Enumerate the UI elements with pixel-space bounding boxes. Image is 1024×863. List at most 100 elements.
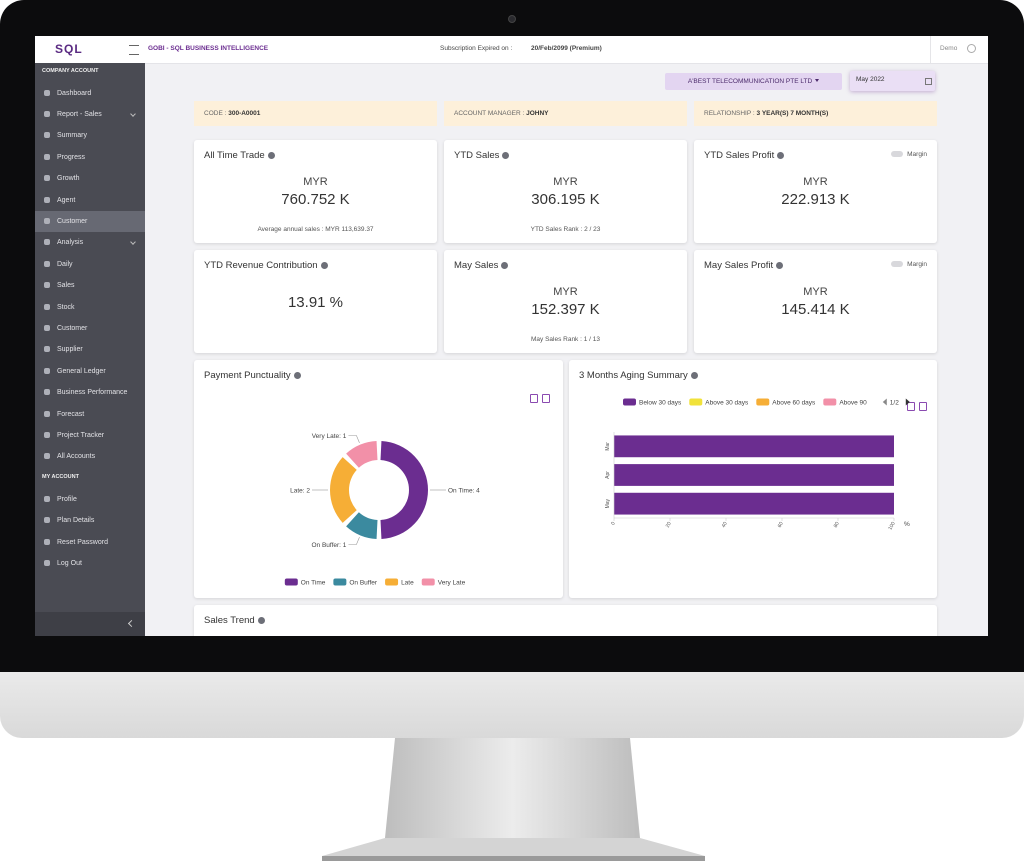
- sidebar-label: Dashboard: [57, 89, 92, 97]
- collapse-button[interactable]: [35, 612, 145, 636]
- info-icon[interactable]: [776, 262, 784, 269]
- kpi-value: 145.414 K: [781, 301, 850, 318]
- info-icon[interactable]: [320, 262, 328, 269]
- x-tick-label: 100: [887, 521, 896, 531]
- sidebar-item[interactable]: Log Out: [35, 553, 145, 574]
- info-icon[interactable]: [293, 372, 301, 379]
- info-icon[interactable]: [501, 262, 509, 269]
- download-icon[interactable]: [530, 394, 538, 403]
- legend-next[interactable]: [905, 398, 910, 406]
- kpi-note: May Sales Rank : 1 / 13: [530, 336, 600, 343]
- currency: MYR: [803, 286, 828, 298]
- subscription-value: 20/Feb/2099 (Premium): [531, 45, 602, 52]
- sidebar-item[interactable]: Summary: [35, 125, 145, 146]
- company-dropdown[interactable]: A'BEST TELECOMMUNICATION PTE LTD: [665, 73, 842, 90]
- date-picker[interactable]: May 2022: [850, 71, 935, 91]
- sidebar-item[interactable]: Progress: [35, 147, 145, 168]
- margin-toggle[interactable]: Margin: [891, 261, 927, 268]
- sidebar-item[interactable]: Growth: [35, 168, 145, 189]
- sidebar-item[interactable]: Daily: [35, 254, 145, 275]
- logo[interactable]: SQL: [55, 42, 83, 56]
- pie-slice: [346, 441, 378, 468]
- sidebar-item[interactable]: Analysis: [35, 232, 145, 253]
- legend-swatch: [333, 578, 347, 586]
- sidebar-item[interactable]: Sales: [35, 275, 145, 296]
- menu-button[interactable]: [129, 45, 139, 55]
- sidebar-item[interactable]: Customer: [35, 318, 145, 339]
- sidebar-item[interactable]: Forecast: [35, 404, 145, 425]
- sidebar-icon: [44, 239, 50, 246]
- sidebar-item[interactable]: Profile: [35, 489, 145, 510]
- bar: [614, 464, 894, 486]
- info-icon[interactable]: [257, 617, 265, 624]
- sidebar-item[interactable]: Stock: [35, 297, 145, 318]
- info-box: CODE : 300-A0001: [194, 101, 437, 126]
- legend-swatch: [756, 398, 770, 406]
- kpi-value: 222.913 K: [781, 191, 850, 208]
- company-name: A'BEST TELECOMMUNICATION PTE LTD: [687, 78, 813, 85]
- kpi-value: 760.752 K: [281, 191, 350, 208]
- card-title-text: May Sales Profit: [704, 260, 774, 271]
- toggle-switch[interactable]: [891, 261, 904, 267]
- chart-title: Sales Trend: [204, 615, 255, 626]
- info-icon[interactable]: [267, 152, 275, 159]
- download-icon[interactable]: [907, 402, 915, 411]
- card-title-text: YTD Sales Profit: [704, 150, 775, 161]
- x-tick-label: 60: [777, 521, 785, 529]
- app-name[interactable]: GOBI - SQL BUSINESS INTELLIGENCE: [148, 45, 269, 52]
- info-text: CODE : 300-A0001: [204, 110, 260, 117]
- info-icon[interactable]: [777, 152, 785, 159]
- export-icon[interactable]: [919, 402, 927, 411]
- export-icon[interactable]: [542, 394, 550, 403]
- sidebar-item[interactable]: Dashboard: [35, 83, 145, 104]
- sidebar-label: All Accounts: [57, 453, 96, 461]
- sidebar-item[interactable]: Plan Details: [35, 510, 145, 531]
- info-label: ACCOUNT MANAGER :: [454, 110, 525, 117]
- monitor-chin: [0, 672, 1024, 738]
- info-icon[interactable]: [502, 152, 510, 159]
- x-tick-label: 40: [721, 521, 729, 529]
- data-label: On Time: 4: [448, 487, 480, 494]
- legend-swatch: [284, 578, 298, 586]
- sidebar-label: Progress: [57, 153, 86, 161]
- sidebar-item[interactable]: Customer: [35, 210, 145, 232]
- kpi-card: YTD Revenue Contribution 13.91 %: [194, 250, 437, 353]
- sidebar-item[interactable]: Supplier: [35, 339, 145, 360]
- chevron: [130, 111, 136, 117]
- sidebar-label: Log Out: [57, 559, 82, 567]
- data-label: On Buffer: 1: [311, 542, 346, 549]
- card-title: May Sales Profit: [704, 260, 784, 271]
- sidebar-icon: [44, 367, 50, 374]
- user-name[interactable]: Demo: [940, 45, 958, 52]
- legend: Below 30 days Above 30 days Above 60 days A…: [623, 398, 867, 406]
- sidebar-item[interactable]: Business Performance: [35, 382, 145, 403]
- card-title: YTD Revenue Contribution: [204, 260, 328, 271]
- user-icon[interactable]: [967, 44, 976, 53]
- pie-slice: [380, 441, 429, 539]
- toggle-switch[interactable]: [891, 151, 904, 157]
- sidebar-icon: [44, 538, 50, 545]
- chart-card: 3 Months Aging Summary Below 30 days Abov…: [569, 360, 937, 598]
- sidebar-item[interactable]: Report - Sales: [35, 104, 145, 125]
- sidebar-item[interactable]: General Ledger: [35, 361, 145, 382]
- sidebar-item[interactable]: All Accounts: [35, 446, 145, 467]
- sidebar-item[interactable]: Project Tracker: [35, 425, 145, 446]
- label-line: [348, 435, 360, 443]
- collapse-icon[interactable]: [127, 619, 136, 628]
- legend-label: Very Late: [438, 579, 466, 586]
- kpi-card: May Sales Profit Margin MYR 145.414 K: [694, 250, 937, 353]
- legend: On Time On Buffer Late Very Late: [284, 578, 466, 586]
- info-label: CODE :: [204, 110, 227, 117]
- sidebar-item[interactable]: Reset Password: [35, 532, 145, 553]
- currency: MYR: [803, 176, 828, 188]
- kpi-value: 13.91 %: [287, 294, 344, 311]
- margin-toggle[interactable]: Margin: [891, 151, 927, 158]
- sidebar-icon: [44, 217, 50, 224]
- subscription-label: Subscription Expired on :: [440, 45, 513, 52]
- sidebar-section-title: MY ACCOUNT: [42, 474, 79, 481]
- info-icon[interactable]: [690, 372, 698, 379]
- sidebar-item[interactable]: Agent: [35, 190, 145, 211]
- legend-prev[interactable]: [882, 398, 887, 406]
- chart-title: Payment Punctuality: [204, 370, 291, 381]
